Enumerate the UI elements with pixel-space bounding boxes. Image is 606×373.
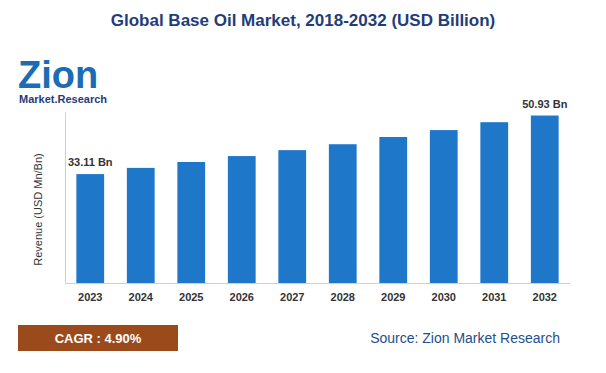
x-tick: 2030 xyxy=(432,283,456,303)
x-tick: 2025 xyxy=(179,283,203,303)
x-tick: 2029 xyxy=(381,283,405,303)
bar xyxy=(76,174,104,283)
bar xyxy=(177,162,205,283)
cagr-text: CAGR : 4.90% xyxy=(55,331,142,346)
x-tick: 2023 xyxy=(78,283,102,303)
bar xyxy=(531,116,559,283)
x-tick: 2032 xyxy=(533,283,557,303)
x-tick: 2031 xyxy=(482,283,506,303)
data-label: 33.11 Bn xyxy=(68,156,113,168)
x-tick-label: 2031 xyxy=(482,291,506,303)
x-tick-label: 2028 xyxy=(331,291,355,303)
background xyxy=(0,0,606,373)
bar xyxy=(278,150,306,283)
data-labels: 33.11 Bn 50.93 Bn xyxy=(68,98,568,169)
bar xyxy=(228,156,256,283)
cagr-box xyxy=(18,325,178,351)
logo-subtext: Market.Research xyxy=(19,93,107,105)
data-label: 50.93 Bn xyxy=(522,98,568,110)
logo-text: Zion xyxy=(18,54,98,96)
bar xyxy=(379,137,407,283)
x-tick-label: 2032 xyxy=(533,291,557,303)
y-axis-line xyxy=(65,113,66,284)
y-axis-title: Revenue (USD Mn/Bn) xyxy=(32,153,44,266)
x-axis-line xyxy=(66,283,571,284)
chart-container: Global Base Oil Market, 2018-2032 (USD B… xyxy=(0,0,606,373)
y-axis xyxy=(65,113,66,284)
x-tick-label: 2030 xyxy=(432,291,456,303)
bar xyxy=(480,122,508,283)
bar xyxy=(430,130,458,283)
x-tick-label: 2026 xyxy=(230,291,254,303)
source-text: Source: Zion Market Research xyxy=(370,330,560,346)
chart-svg: Global Base Oil Market, 2018-2032 (USD B… xyxy=(0,0,606,373)
x-tick: 2027 xyxy=(280,283,304,303)
bar xyxy=(127,168,155,283)
x-tick-label: 2029 xyxy=(381,291,405,303)
x-tick-label: 2025 xyxy=(179,291,203,303)
bars xyxy=(76,116,558,283)
x-tick: 2024 xyxy=(129,283,154,303)
x-tick-label: 2023 xyxy=(78,291,102,303)
bar xyxy=(329,144,357,283)
chart-title: Global Base Oil Market, 2018-2032 (USD B… xyxy=(111,11,496,30)
x-axis: 2023 2024 2025 2026 2027 2028 2029 2030 2031 2032 xyxy=(66,283,571,303)
x-tick: 2028 xyxy=(331,283,355,303)
x-tick-label: 2024 xyxy=(129,291,154,303)
x-tick-label: 2027 xyxy=(280,291,304,303)
x-tick: 2026 xyxy=(230,283,254,303)
